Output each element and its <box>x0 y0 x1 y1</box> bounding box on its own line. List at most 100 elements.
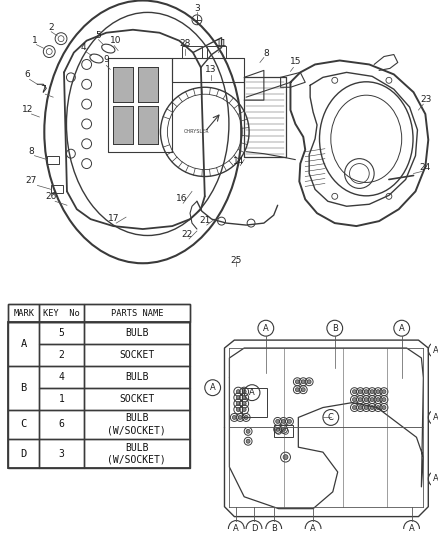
Bar <box>39 304 84 322</box>
Bar <box>113 68 133 102</box>
Text: 8: 8 <box>263 49 269 58</box>
Bar <box>8 439 39 469</box>
Bar <box>84 409 190 439</box>
Text: 21: 21 <box>199 216 211 225</box>
Text: 22: 22 <box>181 230 193 239</box>
Text: 15: 15 <box>290 58 301 67</box>
Text: MARK: MARK <box>13 309 34 318</box>
Text: A: A <box>433 413 438 422</box>
Circle shape <box>233 415 237 419</box>
Text: B: B <box>271 524 277 533</box>
Text: CHRYSLER: CHRYSLER <box>184 130 210 134</box>
Text: 9: 9 <box>103 55 109 64</box>
Circle shape <box>353 406 357 409</box>
Circle shape <box>301 380 305 384</box>
Text: 24: 24 <box>420 163 431 172</box>
Text: 6: 6 <box>59 419 64 429</box>
Bar <box>8 304 190 322</box>
Circle shape <box>283 455 288 459</box>
Circle shape <box>364 406 368 409</box>
Text: 3: 3 <box>59 449 64 459</box>
Bar <box>39 439 84 469</box>
Circle shape <box>246 430 250 433</box>
Text: 17: 17 <box>107 214 119 223</box>
Circle shape <box>353 398 357 401</box>
Bar <box>84 366 190 387</box>
Text: A: A <box>249 388 255 397</box>
Circle shape <box>282 427 286 431</box>
Bar <box>138 68 158 102</box>
Circle shape <box>358 406 362 409</box>
Text: 5: 5 <box>59 328 64 338</box>
Text: A: A <box>433 345 438 354</box>
Bar <box>39 409 84 439</box>
Bar <box>51 185 63 193</box>
Circle shape <box>370 406 374 409</box>
Bar <box>39 387 84 409</box>
Circle shape <box>376 390 380 394</box>
Text: C: C <box>328 413 334 422</box>
Bar <box>84 304 190 322</box>
Text: 6: 6 <box>25 70 31 79</box>
Text: 13: 13 <box>205 66 216 75</box>
Text: A: A <box>433 474 438 483</box>
Bar <box>84 322 190 344</box>
Text: KEY  No: KEY No <box>43 309 80 318</box>
Bar <box>39 344 84 366</box>
Circle shape <box>237 390 240 394</box>
Text: BULB: BULB <box>125 372 148 382</box>
Bar <box>39 366 84 387</box>
Text: 28: 28 <box>180 38 191 47</box>
Circle shape <box>246 439 250 443</box>
Circle shape <box>364 398 368 401</box>
Circle shape <box>301 387 305 392</box>
Text: SOCKET: SOCKET <box>119 350 155 360</box>
Bar <box>138 106 158 144</box>
Circle shape <box>242 395 246 400</box>
Bar <box>207 46 226 58</box>
Circle shape <box>358 398 362 401</box>
Text: D: D <box>251 524 257 533</box>
Text: BULB: BULB <box>125 328 148 338</box>
Bar <box>8 304 39 322</box>
Text: 10: 10 <box>110 36 122 45</box>
Bar <box>8 366 39 409</box>
Text: 11: 11 <box>216 38 227 47</box>
Text: 2: 2 <box>59 350 64 360</box>
Text: 12: 12 <box>22 105 33 114</box>
Text: 14: 14 <box>233 157 244 166</box>
Bar <box>138 68 158 102</box>
Bar <box>113 68 133 102</box>
Circle shape <box>353 390 357 394</box>
Circle shape <box>295 380 299 384</box>
Circle shape <box>287 419 291 423</box>
Circle shape <box>370 390 374 394</box>
Circle shape <box>276 427 279 431</box>
Circle shape <box>242 408 246 411</box>
Bar <box>274 425 293 437</box>
Circle shape <box>237 395 240 400</box>
Text: 26: 26 <box>46 192 57 201</box>
Text: 5: 5 <box>95 31 101 39</box>
Circle shape <box>370 398 374 401</box>
Bar <box>47 156 59 164</box>
Bar <box>182 46 202 58</box>
Circle shape <box>382 398 386 401</box>
Bar <box>84 439 190 469</box>
Bar <box>8 322 190 469</box>
Circle shape <box>276 419 279 423</box>
Text: 16: 16 <box>177 195 188 203</box>
Text: BULB
(W/SOCKET): BULB (W/SOCKET) <box>107 443 166 464</box>
Circle shape <box>238 415 242 419</box>
Circle shape <box>237 401 240 406</box>
Circle shape <box>307 380 311 384</box>
Text: 27: 27 <box>26 176 37 185</box>
Text: 8: 8 <box>28 147 34 156</box>
Text: 1: 1 <box>59 393 64 403</box>
Text: C: C <box>21 419 27 429</box>
Text: B: B <box>332 324 338 333</box>
Circle shape <box>242 390 246 394</box>
Circle shape <box>382 406 386 409</box>
Bar <box>39 322 84 344</box>
Text: BULB
(W/SOCKET): BULB (W/SOCKET) <box>107 414 166 435</box>
